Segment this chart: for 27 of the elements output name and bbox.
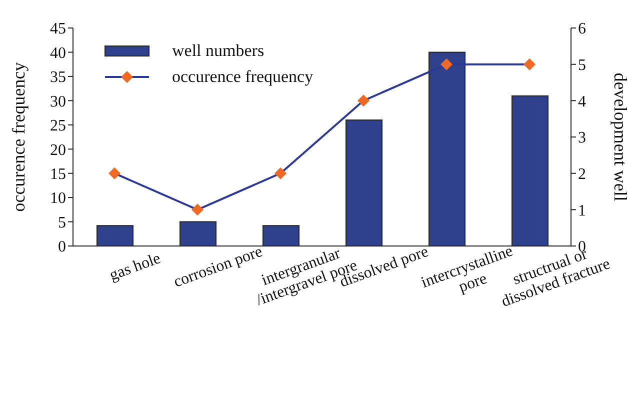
y-tick-label: 35: [50, 69, 66, 86]
y2-tick-label: 2: [578, 166, 586, 184]
y-tick-label: 15: [50, 166, 66, 184]
y-tick-label: 40: [50, 44, 66, 62]
point: [524, 58, 536, 70]
y2-axis-title: development well: [610, 72, 631, 202]
y2-tick-label: 6: [578, 20, 586, 38]
point: [192, 204, 204, 216]
y-tick-label: 10: [50, 190, 66, 208]
y-tick-label: 25: [50, 118, 66, 135]
y2-tick-label: 3: [578, 130, 586, 147]
legend-label: well numbers: [172, 41, 264, 61]
y-tick-label: 30: [50, 93, 66, 110]
point: [108, 167, 120, 180]
y-tick-label: 5: [58, 214, 66, 232]
y-tick-label: 20: [50, 142, 66, 159]
y-axis-title: occurence frequency: [8, 62, 28, 212]
legend-label: occurence frequency: [172, 67, 314, 87]
y-tick-label: 45: [50, 20, 66, 38]
y-tick-label: 0: [58, 238, 66, 256]
point: [358, 94, 370, 107]
y2-tick-label: 5: [578, 57, 586, 74]
x-tick-label: gas hole: [107, 250, 163, 284]
point: [274, 167, 286, 180]
point: [440, 58, 452, 70]
y2-tick-label: 4: [578, 93, 586, 110]
y2-tick-label: 1: [578, 202, 586, 220]
